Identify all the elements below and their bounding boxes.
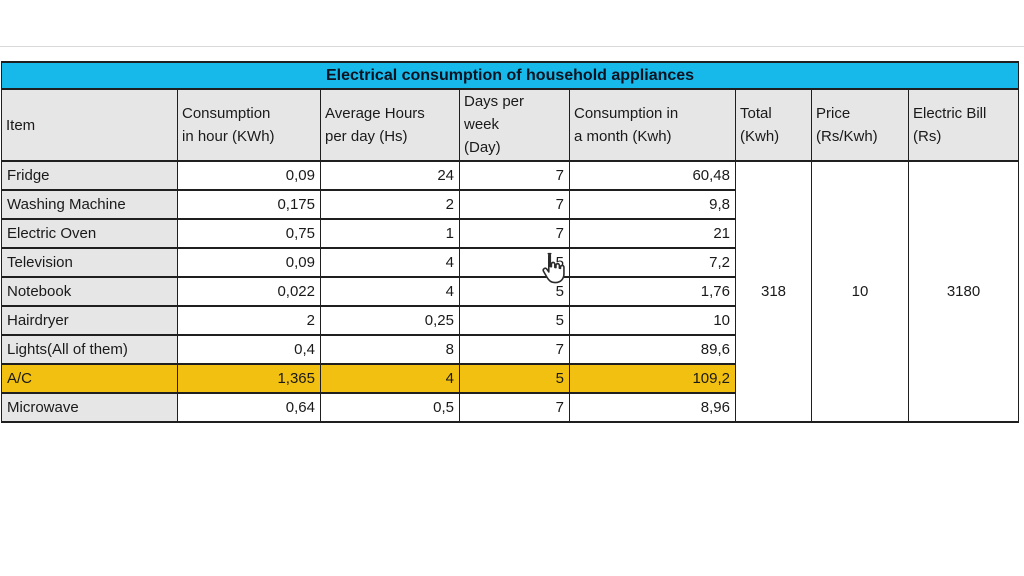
header-consumption-per-month: Consumption in a month (Kwh) xyxy=(569,88,736,162)
table-row-microwave: Microwave 0,64 0,5 7 8,96 xyxy=(1,392,1019,423)
cell-consumption-per-hour[interactable]: 0,022 xyxy=(177,276,321,307)
cell-item[interactable]: Television xyxy=(1,247,178,278)
header-total-kwh: Total (Kwh) xyxy=(735,88,812,162)
cell-item[interactable]: Washing Machine xyxy=(1,189,178,220)
cell-item[interactable]: Hairdryer xyxy=(1,305,178,336)
cell-days-per-week[interactable]: 5 xyxy=(459,276,570,307)
header-electric-bill: Electric Bill (Rs) xyxy=(907,88,1020,162)
cell-total-kwh[interactable]: 318 xyxy=(735,160,812,423)
cell-consumption-per-hour[interactable]: 0,09 xyxy=(177,247,321,278)
cell-item[interactable]: Notebook xyxy=(1,276,178,307)
cell-hours-per-day[interactable]: 0,5 xyxy=(320,392,460,423)
cell-consumption-per-month[interactable]: 9,8 xyxy=(569,189,736,220)
cell-consumption-per-month[interactable]: 109,2 xyxy=(569,363,736,394)
cell-consumption-per-hour[interactable]: 1,365 xyxy=(177,363,321,394)
cell-hours-per-day[interactable]: 4 xyxy=(320,276,460,307)
cell-hours-per-day[interactable]: 4 xyxy=(320,247,460,278)
table-row-ac-highlighted: A/C 1,365 4 5 109,2 xyxy=(1,363,1019,394)
cell-item[interactable]: Lights(All of them) xyxy=(1,334,178,365)
table-row-electric-oven: Electric Oven 0,75 1 7 21 xyxy=(1,218,1019,249)
header-hours-per-day: Average Hours per day (Hs) xyxy=(320,88,460,162)
cell-days-per-week[interactable]: 7 xyxy=(459,334,570,365)
cell-days-per-week[interactable]: 7 xyxy=(459,218,570,249)
cell-hours-per-day[interactable]: 0,25 xyxy=(320,305,460,336)
table-row-lights: Lights(All of them) 0,4 8 7 89,6 xyxy=(1,334,1019,365)
cell-hours-per-day[interactable]: 8 xyxy=(320,334,460,365)
cell-hours-per-day[interactable]: 2 xyxy=(320,189,460,220)
cell-item[interactable]: Electric Oven xyxy=(1,218,178,249)
table-row-fridge: Fridge 0,09 24 7 60,48 318 10 3180 xyxy=(1,160,1020,423)
table-row-washing-machine: Washing Machine 0,175 2 7 9,8 xyxy=(1,189,1019,220)
cell-consumption-per-month[interactable]: 1,76 xyxy=(569,276,736,307)
spreadsheet-table: Electrical consumption of household appl… xyxy=(0,61,1020,423)
table-title: Electrical consumption of household appl… xyxy=(0,61,1020,90)
table-row-notebook: Notebook 0,022 4 5 1,76 xyxy=(1,276,1019,307)
cell-item[interactable]: Fridge xyxy=(1,160,178,191)
header-item: Item xyxy=(1,88,178,162)
header-days-per-week: Days per week (Day) xyxy=(459,88,570,162)
table-row-hairdryer: Hairdryer 2 0,25 5 10 xyxy=(1,305,1019,336)
divider-line xyxy=(0,46,1024,47)
cell-item[interactable]: Microwave xyxy=(1,392,178,423)
cell-consumption-per-month[interactable]: 89,6 xyxy=(569,334,736,365)
cell-consumption-per-hour[interactable]: 0,175 xyxy=(177,189,321,220)
cell-consumption-per-month[interactable]: 10 xyxy=(569,305,736,336)
header-price: Price (Rs/Kwh) xyxy=(811,88,909,162)
cell-consumption-per-hour[interactable]: 0,75 xyxy=(177,218,321,249)
cell-consumption-per-hour[interactable]: 2 xyxy=(177,305,321,336)
cell-electric-bill-rs[interactable]: 3180 xyxy=(907,160,1020,423)
cell-consumption-per-hour[interactable]: 0,64 xyxy=(177,392,321,423)
cell-item[interactable]: A/C xyxy=(1,363,178,394)
header-consumption-per-hour: Consumption in hour (KWh) xyxy=(177,88,321,162)
cell-consumption-per-hour[interactable]: 0,4 xyxy=(177,334,321,365)
cell-hours-per-day[interactable]: 1 xyxy=(320,218,460,249)
cell-consumption-per-month[interactable]: 7,2 xyxy=(569,247,736,278)
cell-hours-per-day[interactable]: 4 xyxy=(320,363,460,394)
cell-hours-per-day[interactable]: 24 xyxy=(320,160,460,191)
cell-consumption-per-month[interactable]: 8,96 xyxy=(569,392,736,423)
cell-consumption-per-hour[interactable]: 0,09 xyxy=(177,160,321,191)
cell-consumption-per-month[interactable]: 60,48 xyxy=(569,160,736,191)
table-row-television: Television 0,09 4 5 7,2 xyxy=(1,247,1019,278)
cell-days-per-week[interactable]: 5 xyxy=(459,363,570,394)
header-row: Item Consumption in hour (KWh) Average H… xyxy=(1,88,1020,162)
cell-days-per-week[interactable]: 5 xyxy=(459,247,570,278)
cell-days-per-week[interactable]: 7 xyxy=(459,160,570,191)
cell-days-per-week[interactable]: 7 xyxy=(459,189,570,220)
cell-days-per-week[interactable]: 5 xyxy=(459,305,570,336)
cell-price-rs-per-kwh[interactable]: 10 xyxy=(811,160,909,423)
cell-consumption-per-month[interactable]: 21 xyxy=(569,218,736,249)
cell-days-per-week[interactable]: 7 xyxy=(459,392,570,423)
